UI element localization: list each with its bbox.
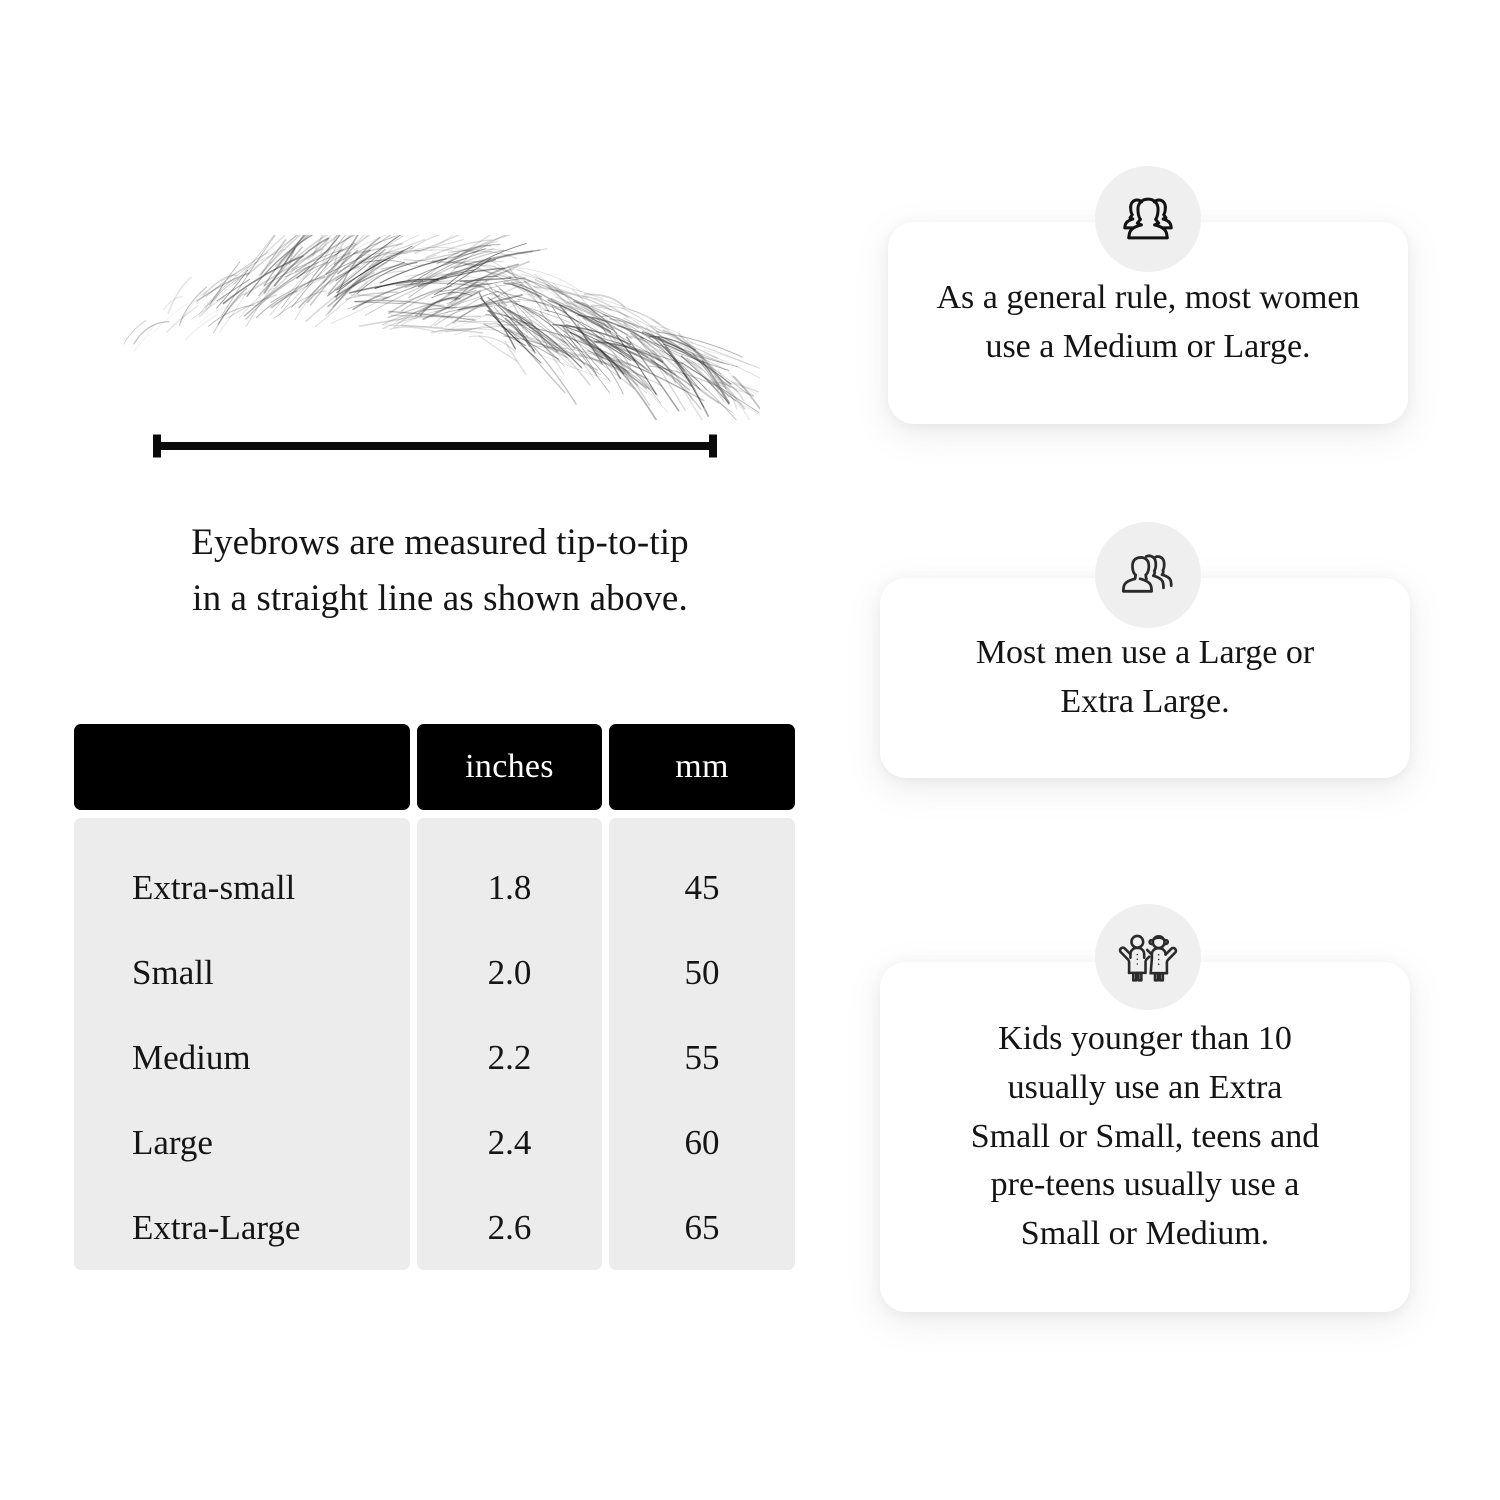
card-kids-text: Kids younger than 10 usually use an Extr… [945,1015,1345,1260]
table-cell-size: Extra-small [132,868,296,908]
card-kids-line: Small or Medium. [1020,1215,1270,1253]
table-header-mm: mm [609,724,795,810]
eyebrow-figure [110,235,760,485]
table-cell-inches: 2.0 [487,953,532,993]
table-cell-inches: 2.6 [487,1207,532,1247]
caption-line-2: in a straight line as shown above. [192,578,688,620]
measurement-panel: Eyebrows are measured tip-to-tip in a st… [74,235,796,1270]
tip-to-tip-measurement-bar [150,431,720,461]
table-cell-mm: 55 [684,1037,720,1077]
table-cell-size: Small [132,953,214,993]
table-column-size: Extra-small Small Medium Large Extra-Lar… [74,818,410,1270]
table-cell-mm: 50 [684,953,720,993]
size-recommendation-panel: As a general rule, most women use a Medi… [830,0,1500,1500]
card-kids-line: usually use an Extra [1007,1068,1283,1106]
card-kids-line: Small or Small, teens and [970,1117,1320,1155]
card-men-text: Most men use a Large or Extra Large. [950,629,1340,727]
table-body: Extra-small Small Medium Large Extra-Lar… [74,818,796,1270]
two-kids-icon [1095,904,1201,1010]
table-column-inches: 1.8 2.0 2.2 2.4 2.6 [417,818,602,1270]
size-chart-table: inches mm Extra-small Small Medium Large… [74,724,796,1270]
card-women-line: use a Medium or Large. [985,328,1311,365]
table-header-size [74,724,410,810]
caption-line-1: Eyebrows are measured tip-to-tip [191,522,689,563]
card-kids-line: Kids younger than 10 [998,1019,1292,1057]
card-men-line: Most men use a Large or [975,634,1315,672]
table-column-mm: 45 50 55 60 65 [609,818,795,1270]
table-cell-size: Large [132,1122,213,1162]
eyebrow-illustration [110,235,760,420]
measurement-caption: Eyebrows are measured tip-to-tip in a st… [100,515,780,627]
table-cell-inches: 2.4 [487,1122,532,1162]
table-cell-inches: 2.2 [487,1037,532,1077]
card-women-text: As a general rule, most women use a Medi… [911,274,1386,372]
table-cell-inches: 1.8 [487,868,532,908]
card-men-line: Extra Large. [1060,683,1230,720]
table-cell-size: Extra-Large [132,1207,301,1247]
table-cell-size: Medium [132,1037,251,1077]
table-header-inches: inches [417,724,602,810]
table-header-row: inches mm [74,724,796,810]
table-cell-mm: 65 [684,1207,720,1247]
three-men-group-icon [1095,522,1201,628]
card-women-line: As a general rule, most women [936,279,1360,317]
table-cell-mm: 60 [684,1122,720,1162]
card-kids-line: pre-teens usually use a [990,1166,1300,1204]
three-women-group-icon [1095,166,1201,272]
table-cell-mm: 45 [684,868,720,908]
recommendation-card-kids: Kids younger than 10 usually use an Extr… [880,962,1410,1312]
